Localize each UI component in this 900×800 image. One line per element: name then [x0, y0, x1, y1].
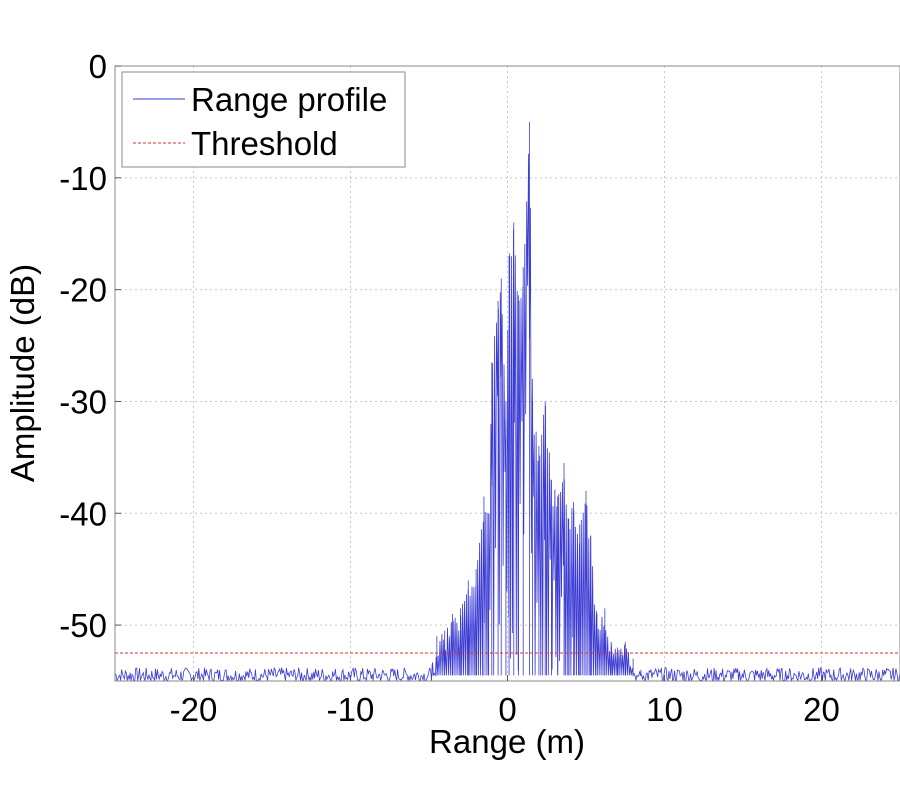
x-tick-label: 10: [646, 691, 683, 728]
x-tick-label: -10: [327, 691, 375, 728]
legend-box: [121, 71, 406, 168]
series-line-range-profile: [114, 153, 900, 683]
x-tick-label: 0: [498, 691, 516, 728]
legend: Range profile Threshold: [121, 71, 406, 168]
y-tick-label: -20: [59, 272, 107, 309]
legend-label-range-profile: Range profile: [191, 81, 387, 118]
y-axis-label: Amplitude (dB): [4, 264, 41, 482]
x-tick-label: 20: [803, 691, 840, 728]
y-tick-label: -10: [59, 160, 107, 197]
x-axis-ticks: -20 -10 0 10 20: [170, 675, 840, 728]
y-tick-label: -40: [59, 495, 107, 532]
y-tick-label: 0: [89, 48, 107, 85]
x-axis-label: Range (m): [429, 723, 585, 760]
legend-label-threshold: Threshold: [191, 125, 338, 162]
y-tick-label: -30: [59, 383, 107, 420]
y-axis-ticks: 0 -10 -20 -30 -40 -50: [59, 48, 121, 644]
plot-area: [114, 121, 900, 683]
x-tick-label: -20: [170, 691, 218, 728]
y-tick-label: -50: [59, 607, 107, 644]
